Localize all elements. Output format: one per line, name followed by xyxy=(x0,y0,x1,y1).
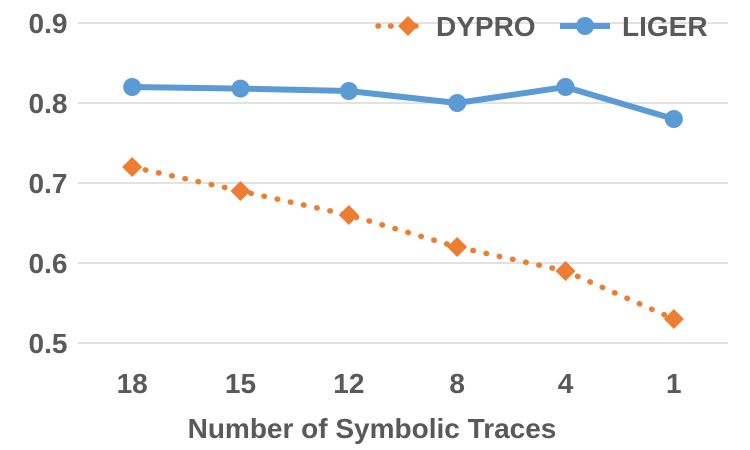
y-tick-label: 0.9 xyxy=(29,8,68,39)
x-axis-title: Number of Symbolic Traces xyxy=(188,413,557,444)
series-line xyxy=(129,164,677,322)
x-tick-label: 4 xyxy=(558,368,574,399)
y-axis-tick-labels: 0.5 0.6 0.7 0.8 0.9 xyxy=(29,8,68,359)
series-dypro xyxy=(122,157,684,329)
legend-swatch-marker xyxy=(398,16,418,36)
series-line xyxy=(132,84,675,122)
data-point xyxy=(231,79,250,98)
x-tick-label: 18 xyxy=(117,368,148,399)
y-tick-label: 0.6 xyxy=(29,248,68,279)
data-point xyxy=(230,181,251,201)
legend-swatch-marker xyxy=(576,17,594,35)
x-tick-label: 8 xyxy=(449,368,465,399)
series-liger xyxy=(123,78,683,128)
legend-item-liger: LIGER xyxy=(560,11,708,42)
data-point xyxy=(556,78,575,96)
legend: DYPRO LIGER xyxy=(375,11,708,42)
legend-item-dypro: DYPRO xyxy=(375,11,536,42)
x-axis-tick-labels: 18 15 12 8 4 1 xyxy=(117,368,682,399)
y-tick-label: 0.8 xyxy=(29,88,68,119)
legend-label: LIGER xyxy=(622,11,708,42)
data-point xyxy=(447,237,468,257)
data-point xyxy=(448,94,467,112)
x-tick-label: 12 xyxy=(333,368,364,399)
y-tick-label: 0.7 xyxy=(29,168,68,199)
data-point xyxy=(123,78,142,96)
grid xyxy=(78,22,728,344)
data-point xyxy=(664,110,683,128)
y-tick-label: 0.5 xyxy=(29,328,68,359)
data-point xyxy=(122,157,143,177)
data-point xyxy=(338,205,359,225)
data-point xyxy=(339,82,358,100)
series-lines xyxy=(122,78,684,329)
x-tick-label: 1 xyxy=(666,368,682,399)
data-point xyxy=(663,309,684,329)
data-point xyxy=(555,261,576,281)
legend-label: DYPRO xyxy=(436,11,536,42)
x-tick-label: 15 xyxy=(225,368,256,399)
